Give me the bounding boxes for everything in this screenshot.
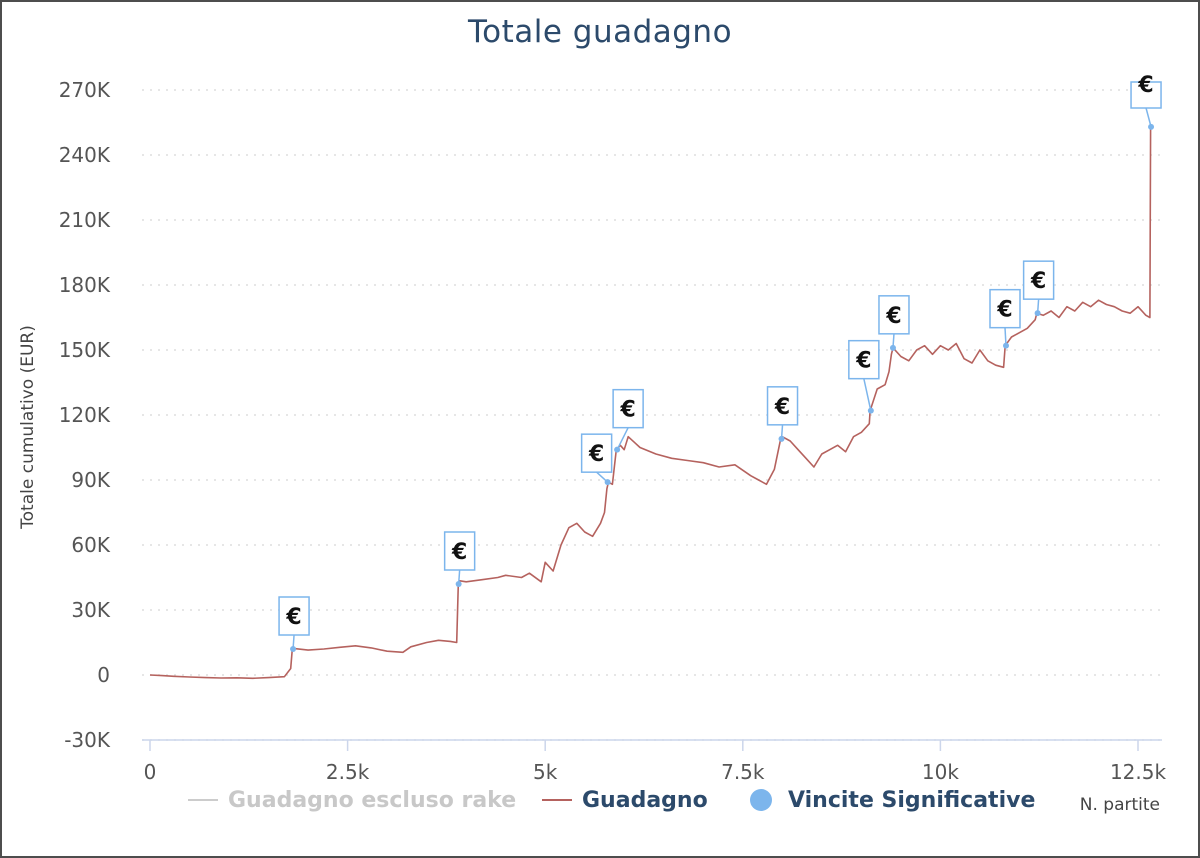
flag-point	[455, 581, 462, 587]
flag-point	[614, 446, 621, 453]
x-axis: 0 2.5k 5k 7.5k 10k 12.5k	[142, 739, 1167, 784]
chart-title: Totale guadagno	[467, 14, 733, 50]
flag-box	[278, 596, 310, 636]
flag-box	[1022, 260, 1055, 300]
series-line-guadagno[interactable]	[149, 126, 1152, 680]
flag-box	[443, 531, 476, 571]
y-tick-label: 30K	[71, 598, 110, 622]
x-tick-label: 2.5k	[326, 760, 370, 784]
flag-stem	[616, 427, 629, 451]
y-axis-ticks: -30K 0 30K 60K 90K 120K 150K 180K 210K 240K 270K	[59, 78, 111, 752]
flag-box	[1130, 81, 1162, 109]
series-layer	[149, 126, 1152, 680]
win-flag[interactable]: €	[612, 388, 644, 453]
y-tick-label: 210K	[59, 208, 111, 232]
flag-box	[612, 388, 644, 429]
euro-icon: €	[285, 605, 301, 630]
flag-box	[989, 288, 1021, 329]
y-tick-label: 180K	[59, 273, 111, 297]
y-tick-label: 120K	[59, 403, 111, 427]
flag-point	[1034, 310, 1041, 317]
euro-icon: €	[885, 304, 901, 329]
euro-icon: €	[996, 298, 1012, 323]
flag-point	[1148, 123, 1155, 130]
euro-icon: €	[774, 395, 790, 420]
x-axis-title: N. partite	[1079, 795, 1160, 815]
flag-point	[778, 435, 785, 442]
y-tick-label: 90K	[71, 468, 110, 492]
y-tick-label: 270K	[59, 78, 111, 102]
win-flag[interactable]: €	[580, 433, 613, 486]
legend-item-guadagno-escluso-rake[interactable]: Guadagno escluso rake	[188, 786, 516, 814]
flag-point	[1003, 342, 1010, 349]
y-tick-label: 240K	[59, 143, 111, 167]
euro-icon: €	[451, 540, 467, 565]
win-flag[interactable]: €	[989, 288, 1021, 349]
legend-label: Guadagno escluso rake	[228, 787, 517, 813]
x-tick-label: 10k	[922, 760, 959, 784]
legend-line-icon	[542, 799, 572, 801]
y-tick-label: 60K	[71, 533, 110, 557]
x-tick-label: 7.5k	[721, 760, 765, 784]
euro-icon: €	[588, 442, 604, 467]
grid-lines	[142, 89, 1162, 741]
legend-line-icon	[188, 799, 218, 801]
y-tick-label: 0	[97, 663, 110, 687]
legend-label: Guadagno	[582, 787, 708, 813]
y-tick-label: 150K	[59, 338, 111, 362]
win-flag[interactable]: €	[443, 531, 476, 587]
flag-stem	[863, 378, 872, 411]
win-flag[interactable]: €	[766, 386, 799, 442]
flag-point	[604, 479, 611, 486]
x-tick-label: 12.5k	[1110, 760, 1167, 784]
win-flag[interactable]: €	[848, 339, 880, 414]
flag-point	[290, 646, 297, 652]
x-tick-label: 5k	[533, 760, 558, 784]
legend-label: Vincite Significative	[788, 787, 1036, 813]
win-flag[interactable]: €	[878, 295, 910, 351]
win-flag[interactable]: €	[278, 596, 310, 652]
flag-box	[878, 295, 910, 335]
win-flag[interactable]: €	[1022, 260, 1055, 317]
flag-point	[867, 407, 874, 414]
flag-box	[848, 339, 880, 380]
legend-item-guadagno[interactable]: Guadagno	[542, 786, 708, 814]
flag-point	[889, 344, 896, 351]
win-flag[interactable]: €	[1130, 73, 1162, 130]
legend-item-vincite-significative[interactable]: Vincite Significative	[750, 786, 1035, 814]
flags-layer: € € € € € € € € € €	[278, 73, 1162, 652]
euro-icon: €	[855, 349, 871, 374]
flag-box	[580, 433, 613, 473]
x-tick-label: 0	[144, 760, 157, 784]
euro-icon: €	[619, 398, 635, 423]
euro-icon: €	[1137, 73, 1153, 98]
flag-stem	[1004, 327, 1007, 346]
euro-icon: €	[1030, 269, 1046, 294]
y-tick-label: -30K	[64, 728, 111, 752]
legend-dot-icon	[750, 789, 772, 811]
flag-box	[766, 386, 799, 426]
flag-stem	[1145, 107, 1152, 128]
